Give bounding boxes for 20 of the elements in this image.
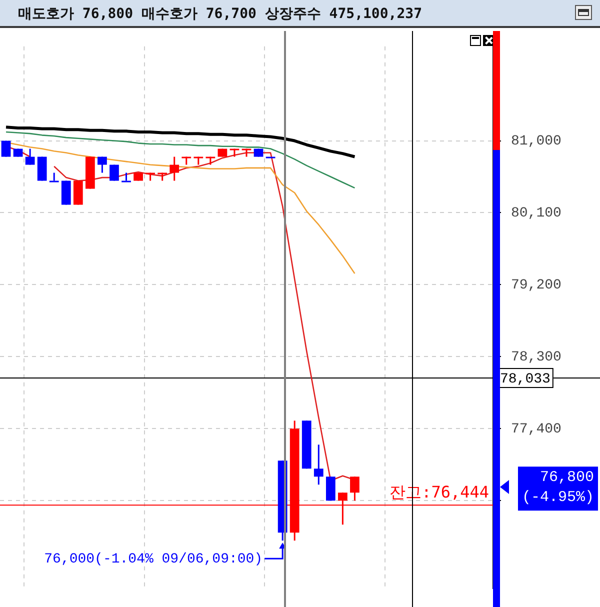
candlestick: [25, 148, 35, 166]
y-tick-label: 79,200: [511, 277, 562, 294]
candlestick: [49, 172, 59, 182]
candlestick: [1, 140, 11, 158]
annotation: 76,000(-1.04% 09/06,09:00): [44, 551, 263, 568]
candlestick: [326, 476, 336, 502]
y-tick-label: 78,300: [511, 349, 562, 366]
candlestick: [314, 444, 324, 486]
text: 76,800 (-4.95%): [522, 469, 594, 506]
y-tick-label: 80,100: [511, 205, 562, 222]
candlestick: [350, 476, 360, 502]
candlestick: [110, 164, 119, 182]
candlestick: [122, 172, 131, 182]
candlestick: [98, 156, 107, 174]
candlestick: [37, 156, 47, 182]
y-tick-label: 81,000: [511, 133, 562, 150]
candlestick: [170, 156, 180, 182]
y-tick-label: 77,400: [511, 421, 562, 438]
chart-title: 매도호가 76,800 매수호가 76,700 상장주수 475,100,237: [18, 5, 422, 23]
ref-line-label: 78,033: [500, 372, 550, 388]
